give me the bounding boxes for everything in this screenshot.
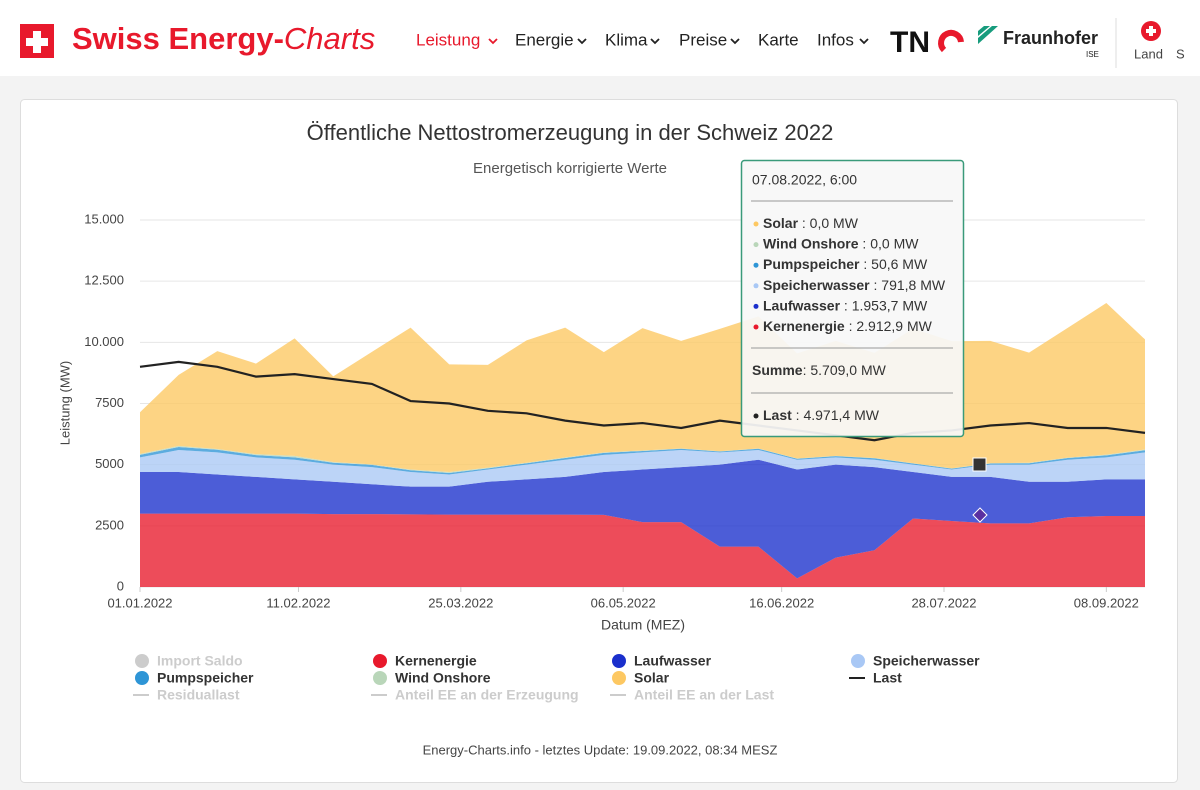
tooltip-value: : 0,0 MW [798,215,859,231]
tooltip-row: Pumpspeicher : 50,6 MW [763,256,928,272]
tooltip-dot [753,221,759,227]
line [139,360,1146,442]
tooltip-name: Pumpspeicher [763,256,860,272]
x-tick-label: 06.05.2022 [591,595,656,610]
cut-label[interactable]: S [1176,46,1185,61]
y-tick-label: 12.500 [84,273,124,288]
nav-item[interactable]: Energie [515,30,574,49]
logo-main[interactable]: Swiss Energy- [72,21,284,56]
legend-label[interactable]: Pumpspeicher [157,670,254,686]
partner-logo[interactable]: TN [890,26,930,59]
area [140,459,1145,579]
y-tick-label: 10.000 [84,334,124,349]
x-axis-label: Datum (MEZ) [601,617,685,633]
tooltip-sum-value: : 5.709,0 MW [803,362,887,378]
tooltip-name: Laufwasser [763,297,841,313]
legend-label[interactable]: Import Saldo [157,653,243,669]
nav-item[interactable]: Klima [605,30,648,49]
tooltip-dot [753,262,759,268]
x-tick-label: 08.09.2022 [1074,595,1139,610]
country-label[interactable]: Land [1134,46,1163,61]
tooltip-name: Kernenergie [763,318,845,334]
x-tick-label: 01.01.2022 [107,595,172,610]
footer: Energy-Charts.info - letztes Update: 19.… [423,742,778,757]
logo-italic[interactable]: Charts [284,21,375,56]
x-tick-label: 25.03.2022 [428,595,493,610]
country-cross [1146,26,1156,36]
tooltip-value: : 1.953,7 MW [840,297,928,313]
fraunhofer-mark [978,26,998,44]
y-axis-label: Leistung (MW) [57,361,72,446]
area [140,449,1145,487]
y-tick-label: 7500 [95,395,124,410]
legend-label[interactable]: Anteil EE an der Last [634,687,774,703]
tooltip-dot [753,324,759,330]
legend-label[interactable]: Speicherwasser [873,653,980,669]
nav-item[interactable]: Leistung [416,30,480,49]
tooltip-row: Kernenergie : 2.912,9 MW [763,318,933,334]
legend-symbol[interactable] [135,671,149,685]
legend-label[interactable]: Laufwasser [634,653,712,669]
legend-symbol[interactable] [373,671,387,685]
legend-symbol[interactable] [612,671,626,685]
tooltip-date: 07.08.2022, 6:00 [752,172,857,188]
tooltip-value: : 0,0 MW [859,235,920,251]
partner-logo[interactable]: Fraunhofer [1003,28,1098,48]
legend-symbol[interactable] [373,654,387,668]
tooltip-dot [753,303,759,309]
tooltip-row: Wind Onshore : 0,0 MW [763,235,919,251]
x-tick-label: 16.06.2022 [749,595,814,610]
tooltip-row: Solar : 0,0 MW [763,215,859,231]
legend-symbol[interactable] [135,654,149,668]
tooltip-value: : 2.912,9 MW [845,318,933,334]
legend-symbol[interactable] [851,654,865,668]
logo-cross [26,31,48,53]
partner-logo-mark [938,29,964,53]
legend-symbol[interactable] [612,654,626,668]
tooltip-dot [753,242,759,248]
legend-label[interactable]: Residuallast [157,687,240,703]
tooltip-name: Solar [763,215,799,231]
y-tick-label: 15.000 [84,211,124,226]
nav-item[interactable]: Infos [817,30,854,49]
x-tick-label: 28.07.2022 [911,595,976,610]
tooltip-name: Speicherwasser [763,277,870,293]
legend-label[interactable]: Wind Onshore [395,670,491,686]
tooltip-load-value: : 4.971,4 MW [792,407,880,423]
y-tick-label: 5000 [95,456,124,471]
partner-logo-sub: ISE [1086,50,1099,59]
nav-item[interactable]: Preise [679,30,727,49]
y-tick-label: 2500 [95,517,124,532]
tooltip-name: Wind Onshore [763,235,859,251]
tooltip-row: Laufwasser : 1.953,7 MW [763,297,928,313]
legend-label[interactable]: Last [873,670,902,686]
tooltip-value: : 50,6 MW [859,256,927,272]
chart-subtitle: Energetisch korrigierte Werte [473,160,667,177]
hover-marker [972,457,987,472]
tooltip-dot [753,283,759,289]
tooltip-dot [753,413,759,419]
tooltip-sum-label: Summe [752,362,803,378]
tooltip-row: Speicherwasser : 791,8 MW [763,277,946,293]
hover-marker [972,507,988,523]
tooltip-box [740,159,965,438]
legend-label[interactable]: Solar [634,670,670,686]
nav-item[interactable]: Karte [758,30,799,49]
tooltip-value: : 791,8 MW [870,277,946,293]
legend-label[interactable]: Kernenergie [395,653,477,669]
tooltip-load: Last : 4.971,4 MW [763,407,880,423]
y-tick-label: 0 [117,578,124,593]
area [140,513,1145,587]
header [0,0,1200,76]
tooltip-load-label: Last [763,407,792,423]
legend-label[interactable]: Anteil EE an der Erzeugung [395,687,579,703]
chart-title: Öffentliche Nettostromerzeugung in der S… [307,120,834,145]
x-tick-label: 11.02.2022 [266,595,330,610]
tooltip-sum: Summe: 5.709,0 MW [752,362,887,378]
nav-chevrons [488,38,869,45]
logo-text[interactable]: Swiss Energy-Charts [72,21,375,56]
